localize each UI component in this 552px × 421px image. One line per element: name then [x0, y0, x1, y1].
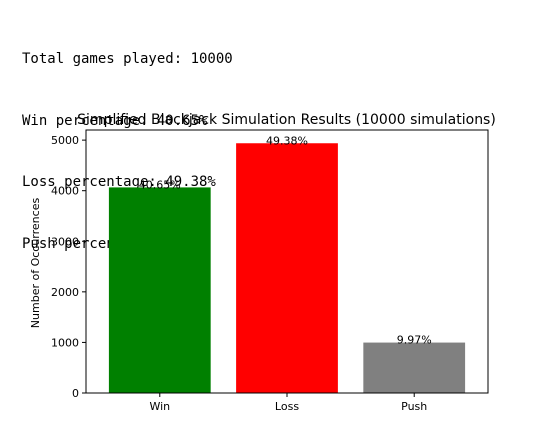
bars-group — [108, 143, 466, 393]
x-tick-label-loss: Loss — [275, 400, 299, 413]
y-tick-label-0: 0 — [72, 387, 79, 400]
y-tick-label-1000: 1000 — [51, 336, 79, 349]
data-labels-group: 40.65% 49.38% 9.97% — [139, 134, 432, 346]
output-win-percentage: Win percentage: 40.65% — [22, 112, 208, 129]
y-axis: 0 1000 2000 3000 4000 5000 — [51, 134, 86, 400]
y-tick-label-4000: 4000 — [51, 185, 79, 198]
bar-push — [363, 342, 466, 393]
data-label-push: 9.97% — [397, 334, 432, 347]
y-axis-label: Number of Occurrences — [29, 198, 42, 329]
data-label-win: 40.65% — [139, 178, 181, 191]
bar-win — [108, 187, 211, 393]
x-axis: Win Loss Push — [149, 393, 427, 413]
output-total-games: Total games played: 10000 — [22, 51, 233, 67]
y-tick-label-3000: 3000 — [51, 235, 79, 248]
y-tick-label-5000: 5000 — [51, 134, 79, 147]
y-tick-label-2000: 2000 — [51, 286, 79, 299]
console-output: Total games played: 10000 Win percentage… — [22, 8, 233, 275]
bar-loss — [236, 143, 338, 393]
data-label-loss: 49.38% — [266, 134, 308, 147]
plot-frame — [85, 129, 489, 394]
x-tick-label-push: Push — [401, 400, 427, 413]
x-tick-label-win: Win — [149, 400, 170, 413]
chart-title: Simplified Blackjack Simulation Results … — [77, 112, 496, 128]
output-loss-percentage: Loss percentage: 49.38% — [22, 174, 216, 190]
